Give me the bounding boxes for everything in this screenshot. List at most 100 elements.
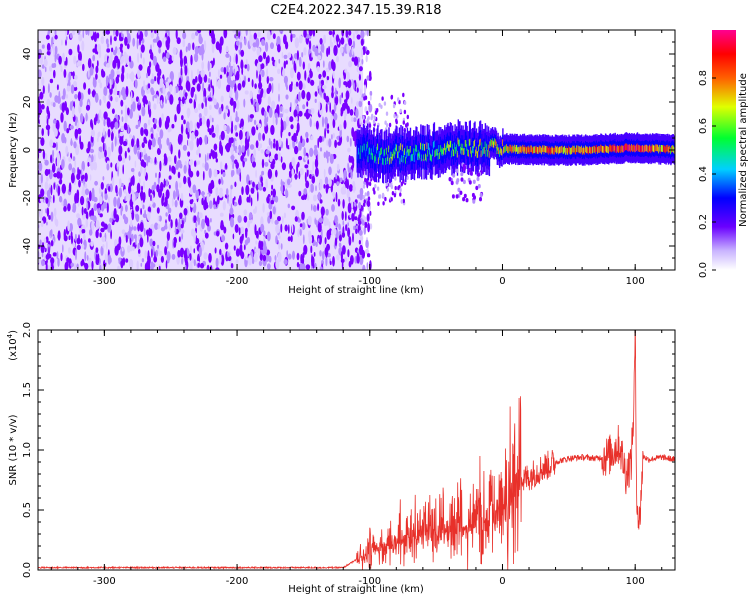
noise-speck (335, 191, 338, 203)
noise-speck (141, 142, 145, 149)
noise-speck (295, 116, 298, 122)
noise-speck (179, 212, 183, 220)
signal-tail (459, 190, 463, 195)
noise-speck (277, 68, 281, 75)
noise-speck (90, 161, 95, 171)
signal-tail (471, 192, 475, 198)
signal-core (552, 147, 554, 155)
noise-speck (174, 225, 177, 236)
signal-core (592, 146, 594, 154)
noise-speck (114, 55, 119, 64)
noise-speck (77, 44, 80, 53)
noise-speck (265, 150, 270, 155)
noise-speck (293, 109, 298, 118)
noise-speck (308, 182, 311, 193)
signal-core (657, 144, 659, 152)
signal-core (368, 148, 370, 155)
signal-core (379, 153, 381, 161)
noise-speck (255, 37, 260, 48)
signal-core (489, 141, 491, 149)
noise-speck (66, 85, 71, 92)
noise-speck (94, 161, 97, 171)
noise-speck (79, 141, 84, 150)
noise-speck (162, 56, 167, 62)
noise-speck (257, 146, 261, 152)
noise-speck (274, 60, 278, 68)
signal-core (662, 145, 664, 152)
noise-speck (183, 90, 185, 95)
noise-speck (143, 227, 146, 237)
noise-speck (192, 42, 195, 51)
signal-core (397, 151, 400, 159)
noise-speck (345, 224, 348, 232)
noise-speck (86, 202, 89, 211)
noise-speck (107, 223, 112, 233)
noise-speck (384, 120, 387, 125)
noise-speck (48, 30, 51, 35)
signal-core (647, 146, 650, 153)
snr-line (38, 330, 675, 570)
noise-speck (61, 39, 63, 46)
signal-core (462, 143, 464, 151)
noise-speck (54, 215, 57, 226)
noise-speck (380, 104, 383, 110)
noise-speck (218, 107, 222, 115)
noise-speck (76, 62, 79, 67)
noise-speck (209, 152, 212, 160)
noise-speck (80, 195, 85, 206)
noise-speck (65, 39, 67, 46)
noise-speck (269, 210, 273, 220)
noise-speck (329, 36, 332, 46)
signal-core (385, 158, 387, 165)
signal-core (440, 148, 443, 156)
noise-speck (315, 120, 319, 130)
noise-speck (131, 193, 136, 203)
noise-speck (296, 71, 301, 81)
signal-core (639, 145, 641, 152)
noise-speck (240, 49, 245, 57)
noise-speck (334, 237, 338, 247)
noise-speck (199, 153, 201, 158)
noise-speck (271, 56, 275, 62)
noise-speck (260, 63, 265, 70)
noise-speck (164, 119, 169, 130)
noise-speck (93, 31, 98, 43)
noise-speck (352, 40, 356, 49)
noise-speck (129, 134, 133, 139)
signal-core (528, 145, 530, 153)
noise-speck (328, 138, 332, 148)
signal-core (373, 145, 375, 153)
noise-speck (329, 267, 334, 270)
noise-speck (235, 132, 239, 137)
noise-speck (103, 111, 108, 120)
noise-speck (178, 149, 181, 159)
noise-speck (111, 47, 114, 53)
noise-speck (200, 69, 205, 78)
noise-speck (120, 207, 123, 216)
noise-speck (143, 136, 147, 144)
noise-speck (393, 193, 397, 198)
noise-speck (225, 162, 228, 170)
noise-speck (165, 30, 169, 34)
noise-speck (50, 198, 53, 204)
noise-speck (155, 132, 158, 141)
noise-speck (339, 46, 344, 54)
noise-speck (302, 61, 305, 70)
noise-speck (135, 124, 139, 129)
noise-speck (184, 92, 188, 98)
noise-speck (104, 149, 107, 158)
signal-core (515, 145, 518, 152)
noise-speck (400, 199, 403, 204)
signal-core (516, 144, 518, 152)
noise-speck (137, 101, 142, 111)
noise-speck (187, 108, 190, 119)
signal-core (440, 145, 442, 152)
noise-speck (381, 192, 385, 198)
noise-speck (53, 182, 56, 190)
noise-speck (318, 234, 323, 245)
noise-speck (265, 41, 269, 53)
noise-speck (241, 80, 246, 88)
noise-speck (354, 202, 357, 207)
noise-speck (321, 116, 325, 128)
